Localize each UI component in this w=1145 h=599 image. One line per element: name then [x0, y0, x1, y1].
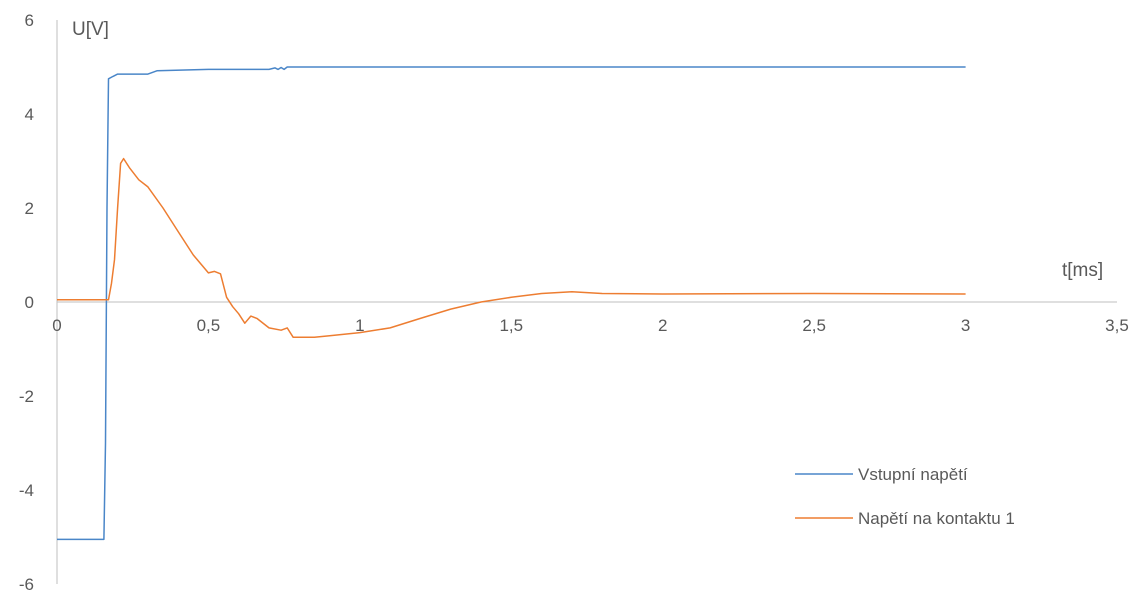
legend: Vstupní napětí Napětí na kontaktu 1 [795, 465, 1015, 528]
legend-label: Napětí na kontaktu 1 [858, 509, 1015, 528]
x-tick-label: 1 [355, 316, 364, 335]
legend-label: Vstupní napětí [858, 465, 968, 484]
y-tick-label: -2 [19, 387, 34, 406]
series-lines [57, 66, 966, 541]
tick-labels: 0 0,5 1 1,5 2 2,5 3 3,5 6 4 2 0 -2 -4 -6 [19, 11, 1129, 594]
y-tick-label: 4 [25, 105, 34, 124]
x-tick-label: 3 [961, 316, 970, 335]
series-line-2 [57, 157, 966, 339]
x-tick-label: 1,5 [499, 316, 523, 335]
y-tick-label: 6 [25, 11, 34, 30]
x-tick-label: 2 [658, 316, 667, 335]
y-tick-label: 0 [25, 293, 34, 312]
x-tick-label: 0,5 [197, 316, 221, 335]
series-line-1 [57, 66, 966, 541]
axes [56, 20, 1117, 584]
x-tick-label: 3,5 [1105, 316, 1129, 335]
y-tick-label: -6 [19, 575, 34, 594]
x-axis-label: t[ms] [1062, 260, 1103, 281]
x-tick-label: 0 [52, 316, 61, 335]
y-tick-label: -4 [19, 481, 34, 500]
x-tick-label: 2,5 [802, 316, 826, 335]
y-tick-label: 2 [25, 199, 34, 218]
y-axis-label: U[V] [72, 19, 109, 40]
